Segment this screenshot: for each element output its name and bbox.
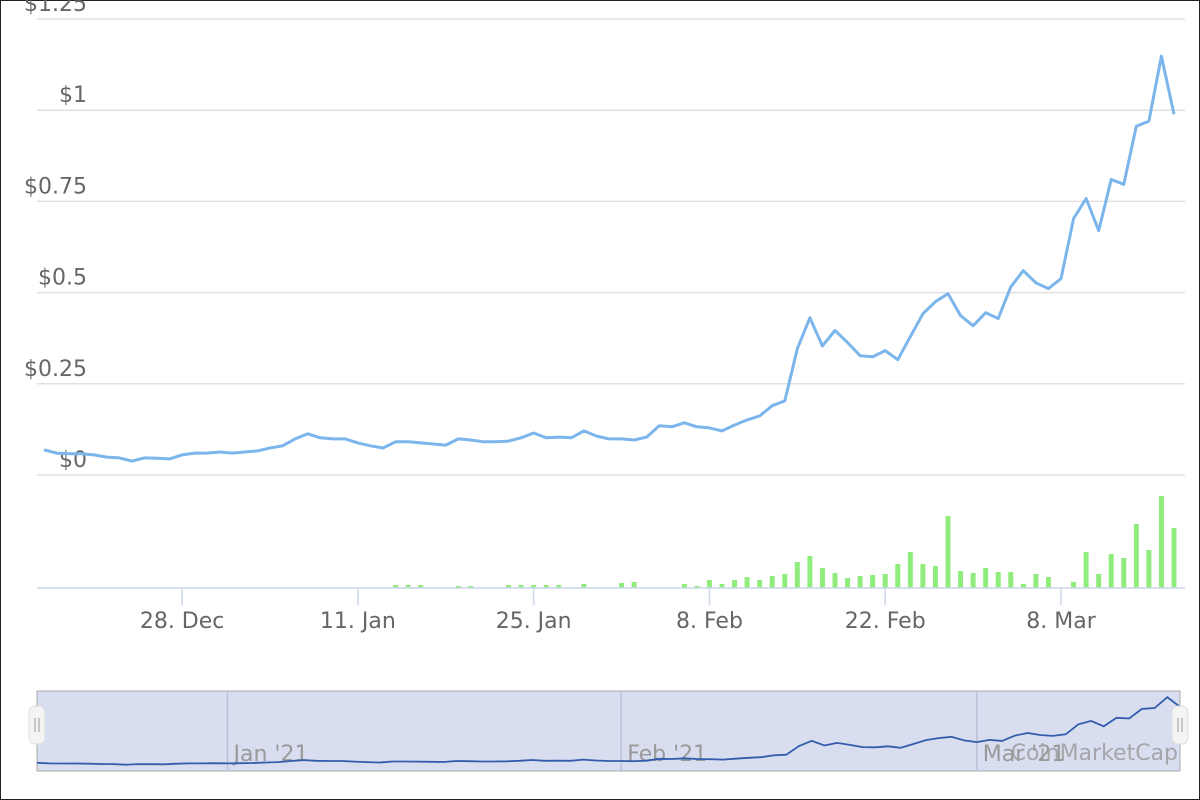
volume-bar — [506, 585, 512, 588]
volume-bar — [1133, 524, 1139, 588]
volume-bar — [945, 516, 951, 588]
volume-bar — [1071, 582, 1077, 588]
x-tick-label: 8. Feb — [676, 609, 743, 634]
volume-bar — [706, 580, 712, 588]
volume-bar — [832, 573, 838, 588]
y-tick-label: $1.25 — [24, 0, 87, 17]
volume-bar — [970, 573, 976, 588]
volume-bar — [794, 562, 800, 588]
volume-bar — [1121, 558, 1127, 588]
volume-bar — [581, 584, 587, 588]
x-tick-label: 22. Feb — [845, 609, 926, 634]
navigator-label: Feb '21 — [627, 742, 707, 767]
volume-bar — [920, 564, 926, 588]
volume-bar — [619, 583, 625, 588]
volume-bar — [393, 585, 399, 588]
volume-bar — [782, 574, 788, 588]
volume-bar — [468, 586, 474, 588]
volume-bar — [1008, 572, 1014, 588]
x-tick-label: 28. Dec — [140, 609, 225, 634]
volume-bar — [418, 585, 424, 588]
volume-bar — [531, 585, 537, 588]
volume-bar — [1146, 550, 1152, 588]
x-tick-label: 25. Jan — [496, 609, 572, 634]
volume-bar — [694, 586, 700, 588]
volume-bar — [995, 572, 1001, 588]
y-tick-label: $0.25 — [24, 357, 87, 382]
volume-bar — [769, 576, 775, 588]
volume-bar — [719, 584, 725, 588]
price-line — [43, 54, 1176, 463]
y-tick-label: $0 — [59, 448, 87, 473]
volume-bar — [845, 578, 851, 588]
volume-bar — [1171, 528, 1177, 588]
volume-bar — [543, 585, 549, 588]
volume-bar — [807, 556, 813, 588]
y-tick-label: $0.75 — [24, 174, 87, 199]
volume-bar — [757, 580, 763, 588]
x-tick-label: 11. Jan — [320, 609, 396, 634]
volume-bar — [882, 574, 888, 588]
volume-bar — [1108, 554, 1114, 588]
volume-bar — [907, 552, 913, 588]
volume-bar — [518, 585, 524, 588]
volume-bar — [983, 568, 989, 588]
volume-bar — [958, 571, 964, 588]
volume-bar — [405, 585, 411, 588]
volume-bar — [895, 564, 901, 588]
navigator-line — [36, 696, 1181, 766]
volume-bar — [1033, 574, 1039, 588]
volume-bar — [870, 575, 876, 588]
volume-bar — [556, 585, 562, 588]
volume-bar — [1158, 496, 1164, 588]
volume-bar — [1083, 552, 1089, 588]
volume-bar — [819, 568, 825, 588]
y-tick-label: $0.5 — [38, 266, 87, 291]
volume-bar — [681, 584, 687, 588]
volume-bar — [732, 580, 738, 588]
volume-bar — [1096, 574, 1102, 588]
x-tick-label: 8. Mar — [1026, 609, 1096, 634]
navigator-label: Mar '21 — [983, 742, 1066, 767]
y-tick-label: $1 — [59, 83, 87, 108]
volume-bar — [455, 586, 461, 588]
navigator-handle[interactable] — [28, 705, 46, 745]
navigator-handle[interactable] — [1171, 705, 1189, 745]
volume-bar — [932, 566, 938, 588]
volume-bar — [631, 582, 637, 588]
volume-bar — [857, 576, 863, 588]
volume-bar — [1045, 577, 1051, 588]
volume-bar — [744, 577, 750, 588]
volume-bar — [1020, 584, 1026, 588]
credit: CoinMarketCap — [1011, 741, 1178, 766]
